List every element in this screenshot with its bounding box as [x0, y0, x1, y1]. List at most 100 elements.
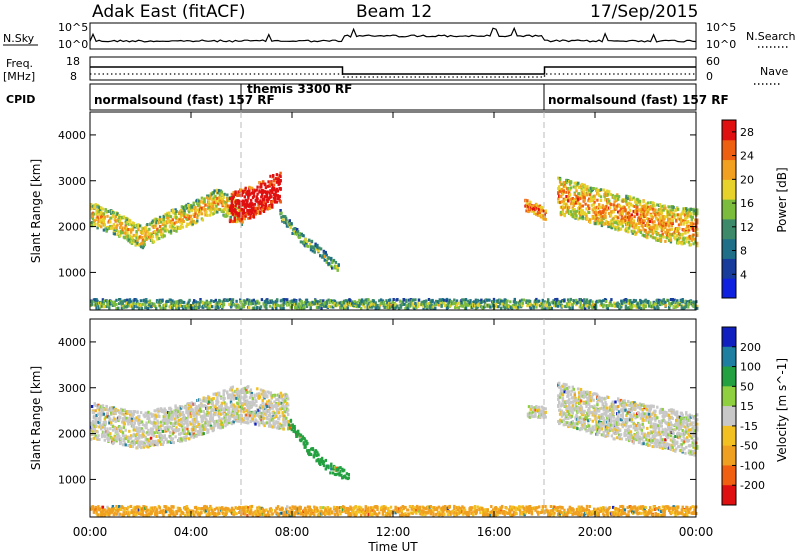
power-cell: [663, 217, 666, 221]
power-cell: [295, 306, 299, 310]
power-cell: [544, 306, 547, 310]
power-cell: [91, 214, 95, 218]
power-cell: [103, 215, 106, 219]
colorbar-tick-label: 20: [740, 173, 754, 186]
power-cell: [627, 226, 631, 230]
velocity-cell: [228, 417, 232, 421]
power-cell: [617, 210, 620, 214]
power-cell: [576, 300, 580, 304]
velocity-cell: [124, 437, 127, 441]
power-cell: [517, 305, 520, 309]
power-cell: [203, 200, 206, 204]
velocity-cell: [122, 426, 126, 430]
power-cell: [282, 218, 285, 222]
velocity-cell: [137, 416, 140, 420]
power-cell: [299, 306, 302, 310]
power-cell: [619, 227, 623, 231]
power-cell: [647, 217, 651, 221]
power-cell: [182, 205, 185, 209]
colorbar-tick-label: 8: [740, 245, 747, 258]
velocity-cell: [154, 413, 157, 417]
power-cell: [106, 214, 109, 218]
velocity-cell: [207, 428, 210, 432]
cpid-mode-3: normalsound (fast) 157 RF: [548, 93, 729, 107]
power-cell: [469, 299, 472, 303]
velocity-cell: [202, 410, 205, 413]
power-cell: [649, 205, 653, 209]
power-cell: [140, 241, 144, 245]
power-cell: [626, 203, 629, 207]
power-cell: [624, 306, 628, 310]
power-cell: [267, 300, 271, 304]
power-cell: [544, 209, 547, 213]
velocity-cell: [170, 417, 174, 421]
power-cell: [639, 231, 643, 234]
power-cell: [665, 223, 668, 227]
velocity-cell: [138, 433, 141, 437]
power-cell: [622, 199, 625, 203]
velocity-cell: [222, 392, 225, 396]
velocity-cell: [218, 391, 221, 395]
power-cell: [261, 193, 264, 197]
power-cell: [608, 304, 611, 308]
power-cell: [303, 239, 306, 243]
power-cell: [567, 196, 570, 200]
colorbar-tick-label: 12: [740, 221, 754, 234]
power-cell: [533, 302, 536, 306]
power-cell: [241, 191, 245, 195]
power-cell: [129, 222, 132, 226]
power-cell: [658, 218, 662, 222]
power-cell: [560, 182, 564, 186]
power-cell: [340, 306, 343, 310]
velocity-cell: [212, 420, 215, 423]
power-cell: [144, 303, 147, 307]
power-cell: [542, 209, 545, 213]
power-cell: [587, 199, 590, 203]
power-cell: [630, 307, 633, 310]
power-cell: [166, 300, 170, 303]
power-cell: [333, 299, 337, 303]
power-cell: [693, 301, 696, 305]
power-cell: [597, 222, 600, 226]
power-cell: [301, 301, 304, 305]
colorbar-segment: [722, 120, 736, 141]
velocity-cell: [145, 426, 148, 430]
power-cell: [166, 211, 169, 215]
power-cell: [331, 266, 334, 270]
power-cell: [482, 300, 485, 304]
power-cell: [146, 223, 149, 226]
power-cell: [349, 299, 352, 303]
velocity-cell: [214, 419, 217, 423]
power-cell: [379, 298, 383, 302]
power-cell: [333, 302, 337, 306]
power-cell: [682, 222, 685, 226]
power-cell: [334, 260, 338, 264]
power-cell: [689, 212, 692, 216]
power-cell: [120, 306, 124, 310]
nsky-ytick-top: 10^5: [58, 21, 88, 34]
velocity-cell: [232, 420, 235, 424]
power-cell: [526, 199, 529, 203]
power-cell: [150, 238, 154, 242]
power-cell: [475, 301, 478, 305]
power-cell: [238, 193, 241, 197]
power-cell: [696, 244, 699, 248]
power-cell: [115, 298, 118, 302]
velocity-cell: [92, 411, 96, 415]
power-cell: [521, 301, 525, 305]
power-cell: [656, 224, 659, 228]
power-cell: [192, 213, 195, 217]
power-cell: [625, 194, 628, 198]
power-cell: [671, 221, 674, 225]
power-cell: [189, 220, 193, 224]
power-cell: [280, 306, 283, 310]
power-cell: [403, 298, 406, 302]
power-cell: [389, 303, 393, 307]
velocity-cell: [144, 411, 147, 415]
power-cell: [667, 299, 670, 303]
power-cell: [171, 306, 174, 310]
velocity-cell: [175, 426, 178, 430]
power-cell: [692, 229, 695, 232]
velocity-cell: [186, 408, 189, 412]
power-cell: [234, 209, 237, 213]
